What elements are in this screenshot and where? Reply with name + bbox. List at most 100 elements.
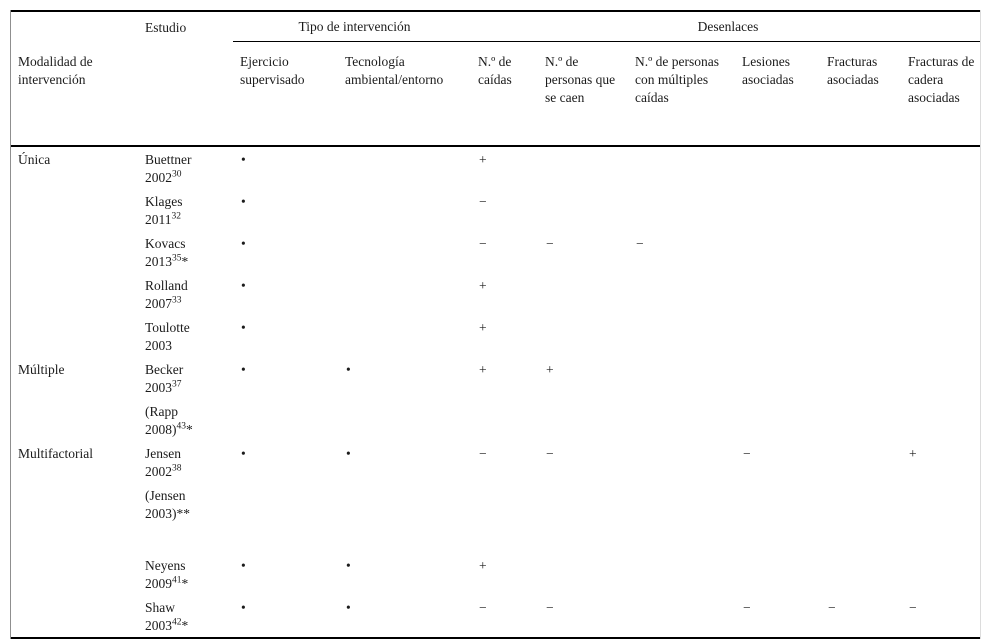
- col-header-fracturas-asociadas: Fracturas asociadas: [820, 41, 901, 147]
- study-ref-superscript: 42: [172, 617, 182, 628]
- modality-cell: [11, 189, 138, 231]
- mark-n-personas-multiples-caidas: [628, 441, 735, 483]
- mark-fracturas-cadera-asociadas: [901, 315, 980, 357]
- mark-ejercicio-supervisado: •: [241, 600, 246, 615]
- mark-tecnologia-ambiental: [338, 483, 471, 525]
- modality-cell: [11, 595, 138, 638]
- study-flag: *: [186, 422, 193, 437]
- mark-lesiones-asociadas: [735, 231, 820, 273]
- mark-n-personas-multiples-caidas: [628, 189, 735, 231]
- table-row: (Jensen 2003)**: [11, 483, 980, 525]
- mark-n-personas-multiples-caidas: [628, 399, 735, 441]
- modality-cell: [11, 399, 138, 441]
- table-row: Multifactorial Jensen 200238 • • − − − +: [11, 441, 980, 483]
- study-cell: Rolland 200733: [138, 273, 233, 315]
- study-year: 2007: [145, 296, 172, 311]
- study-year: 2003): [145, 506, 177, 521]
- mark-n-personas-que-se-caen: [538, 553, 628, 595]
- mark-lesiones-asociadas: [735, 399, 820, 441]
- study-year: 2008): [145, 422, 177, 437]
- study-name: Neyens: [145, 558, 186, 573]
- intervention-outcomes-table: Estudio Tipo de intervención Desenlaces …: [11, 10, 981, 639]
- table-row: Rolland 200733 • +: [11, 273, 980, 315]
- modality-cell: Múltiple: [18, 362, 65, 377]
- col-header-fracturas-cadera-asociadas: Fracturas de cadera asociadas: [901, 41, 981, 147]
- mark-fracturas-cadera-asociadas: −: [909, 600, 917, 615]
- mark-ejercicio-supervisado: [233, 399, 338, 441]
- mark-ejercicio-supervisado: •: [241, 152, 246, 167]
- study-cell: (Jensen 2003)**: [138, 483, 233, 525]
- table-row: Klages 201132 • −: [11, 189, 980, 231]
- mark-lesiones-asociadas: [735, 315, 820, 357]
- mark-n-personas-multiples-caidas: −: [636, 236, 644, 251]
- study-ref-superscript: 35: [172, 253, 182, 264]
- study-flag: *: [181, 618, 189, 633]
- mark-tecnologia-ambiental: •: [346, 600, 351, 615]
- mark-ejercicio-supervisado: •: [241, 446, 246, 461]
- mark-n-personas-multiples-caidas: [628, 315, 735, 357]
- col-header-lesiones-asociadas: Lesiones asociadas: [735, 41, 820, 147]
- study-name: (Rapp: [145, 404, 178, 419]
- mark-ejercicio-supervisado: •: [241, 558, 246, 573]
- modality-cell: [11, 273, 138, 315]
- mark-tecnologia-ambiental: [338, 146, 471, 189]
- modality-cell: [11, 231, 138, 273]
- study-year: 2003: [145, 618, 172, 633]
- mark-lesiones-asociadas: [735, 483, 820, 525]
- mark-fracturas-cadera-asociadas: [901, 553, 980, 595]
- mark-fracturas-asociadas: −: [828, 600, 836, 615]
- mark-n-personas-que-se-caen: [538, 483, 628, 525]
- mark-fracturas-cadera-asociadas: [901, 399, 980, 441]
- mark-fracturas-asociadas: [820, 441, 901, 483]
- mark-fracturas-asociadas: [820, 146, 901, 189]
- mark-fracturas-cadera-asociadas: [901, 189, 980, 231]
- study-cell: (Rapp 2008)43*: [138, 399, 233, 441]
- mark-lesiones-asociadas: [735, 146, 820, 189]
- mark-fracturas-cadera-asociadas: [901, 146, 980, 189]
- mark-n-personas-que-se-caen: [538, 315, 628, 357]
- modality-cell: Multifactorial: [18, 446, 93, 461]
- modality-cell: Única: [18, 152, 51, 167]
- mark-n-personas-multiples-caidas: [628, 595, 735, 638]
- mark-lesiones-asociadas: [735, 553, 820, 595]
- mark-n-caidas: −: [479, 446, 487, 461]
- spacer-row: [11, 525, 980, 553]
- study-ref-superscript: 38: [172, 463, 182, 474]
- col-header-tecnologia-ambiental: Tecnología ambiental/entorno: [338, 41, 471, 147]
- modality-cell: [11, 483, 138, 525]
- mark-tecnologia-ambiental: [338, 189, 471, 231]
- group-header-tipo-de-intervencion: Tipo de intervención: [233, 11, 471, 42]
- study-ref-superscript: 41: [172, 575, 182, 586]
- group-header-row: Estudio Tipo de intervención Desenlaces: [11, 11, 981, 42]
- study-cell: Becker 200337: [138, 357, 233, 399]
- study-name: Buettner: [145, 152, 192, 167]
- mark-fracturas-cadera-asociadas: [901, 231, 980, 273]
- mark-n-personas-que-se-caen: [538, 189, 628, 231]
- mark-fracturas-cadera-asociadas: +: [909, 446, 917, 461]
- group-header-desenlaces: Desenlaces: [471, 11, 981, 42]
- col-header-n-personas-que-se-caen: N.º de personas que se caen: [538, 41, 628, 147]
- mark-n-caidas: +: [479, 278, 487, 293]
- mark-fracturas-asociadas: [820, 189, 901, 231]
- mark-tecnologia-ambiental: •: [346, 446, 351, 461]
- study-ref-superscript: 30: [172, 169, 182, 180]
- mark-ejercicio-supervisado: •: [241, 320, 246, 335]
- mark-n-caidas: [471, 399, 538, 441]
- mark-tecnologia-ambiental: [338, 231, 471, 273]
- col-header-n-caidas: N.º de caídas: [471, 41, 538, 147]
- mark-ejercicio-supervisado: [233, 483, 338, 525]
- study-name: Kovacs: [145, 236, 186, 251]
- study-year: 2003: [145, 338, 172, 353]
- mark-lesiones-asociadas: −: [743, 446, 751, 461]
- mark-n-personas-que-se-caen: −: [546, 446, 554, 461]
- mark-fracturas-asociadas: [820, 357, 901, 399]
- study-cell: Neyens 200941*: [138, 553, 233, 595]
- study-ref-superscript: 43: [176, 421, 187, 432]
- group-header-empty: [11, 11, 138, 42]
- mark-n-caidas: −: [479, 236, 487, 251]
- study-cell: Shaw 200342*: [138, 595, 233, 638]
- mark-n-personas-que-se-caen: [538, 399, 628, 441]
- mark-ejercicio-supervisado: •: [241, 362, 246, 377]
- table-row: (Rapp 2008)43*: [11, 399, 980, 441]
- study-flag: *: [181, 576, 189, 591]
